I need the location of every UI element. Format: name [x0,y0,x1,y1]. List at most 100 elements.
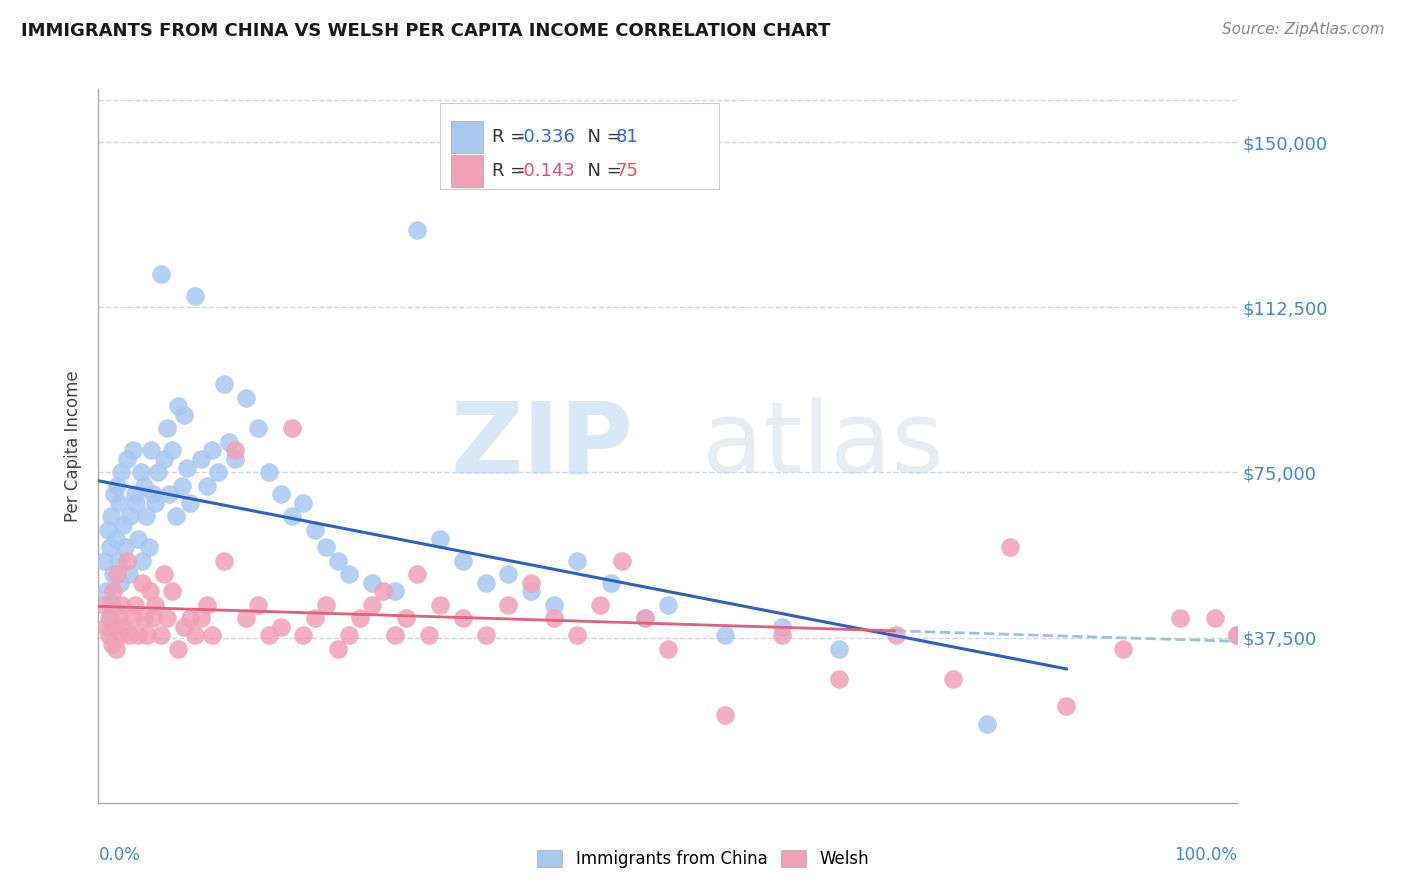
Point [129,466,152,480]
Point [1226,628,1249,642]
Point [770,619,793,633]
Point [127,628,149,642]
Point [195,478,218,492]
Point [384,584,406,599]
Point [184,289,207,303]
Point [105,566,128,581]
Point [121,611,143,625]
Point [96,523,118,537]
Point [1226,628,1249,642]
Point [565,553,588,567]
Point [97,628,120,642]
Point [259,628,281,642]
Point [108,628,131,642]
Point [115,452,138,467]
Point [142,611,165,625]
Point [292,628,315,642]
Point [371,584,394,599]
Point [418,628,440,642]
Point [138,541,160,555]
Point [259,466,281,480]
Point [634,611,657,625]
Point [218,434,240,449]
Point [337,566,360,581]
Point [124,598,146,612]
Point [1204,611,1226,625]
Point [1054,698,1078,713]
Text: ZIP: ZIP [451,398,634,494]
Point [112,518,135,533]
Point [543,598,565,612]
Point [588,598,610,612]
Point [150,267,173,281]
Point [281,509,304,524]
FancyBboxPatch shape [451,155,484,187]
Point [105,478,128,492]
Point [110,598,132,612]
Point [246,421,269,435]
Text: 81: 81 [616,128,638,146]
Point [600,575,623,590]
Point [142,487,165,501]
Point [162,584,184,599]
Point [173,619,195,633]
Point [156,611,179,625]
Point [103,584,125,599]
Legend: Immigrants from China, Welsh: Immigrants from China, Welsh [530,843,876,875]
Point [520,575,543,590]
Point [167,641,190,656]
Point [124,487,146,501]
Point [714,707,737,722]
Point [224,452,246,467]
Point [1112,641,1135,656]
Point [770,628,793,642]
Point [349,611,371,625]
Point [292,496,315,510]
Text: IMMIGRANTS FROM CHINA VS WELSH PER CAPITA INCOME CORRELATION CHART: IMMIGRANTS FROM CHINA VS WELSH PER CAPIT… [21,22,831,40]
Text: 75: 75 [616,162,638,180]
Point [103,566,125,581]
Point [406,223,429,237]
Point [96,619,118,633]
Point [828,641,851,656]
Point [139,443,162,458]
Text: R =: R = [492,128,531,146]
Point [131,575,153,590]
Point [201,443,224,458]
Point [98,541,121,555]
Text: R =: R = [492,162,531,180]
Point [976,716,998,731]
Point [121,443,143,458]
Point [1170,611,1192,625]
Point [173,408,195,422]
Point [101,637,124,651]
Point [451,553,474,567]
Point [118,628,141,642]
Point [212,553,235,567]
Point [360,575,382,590]
Point [153,566,176,581]
Point [132,478,155,492]
Point [270,619,292,633]
Point [304,611,326,625]
Point [108,575,131,590]
Text: 0.0%: 0.0% [98,846,141,863]
Point [170,478,193,492]
Point [98,611,121,625]
Point [118,566,141,581]
Point [634,611,657,625]
FancyBboxPatch shape [440,103,718,189]
Point [131,553,153,567]
Point [406,566,429,581]
Y-axis label: Per Capita Income: Per Capita Income [65,370,83,522]
Text: -0.143: -0.143 [517,162,575,180]
Point [103,487,125,501]
Point [828,673,851,687]
Point [326,641,349,656]
Point [145,598,167,612]
Point [125,496,148,510]
Point [120,509,142,524]
FancyBboxPatch shape [451,121,484,153]
Point [384,628,406,642]
Point [135,509,157,524]
